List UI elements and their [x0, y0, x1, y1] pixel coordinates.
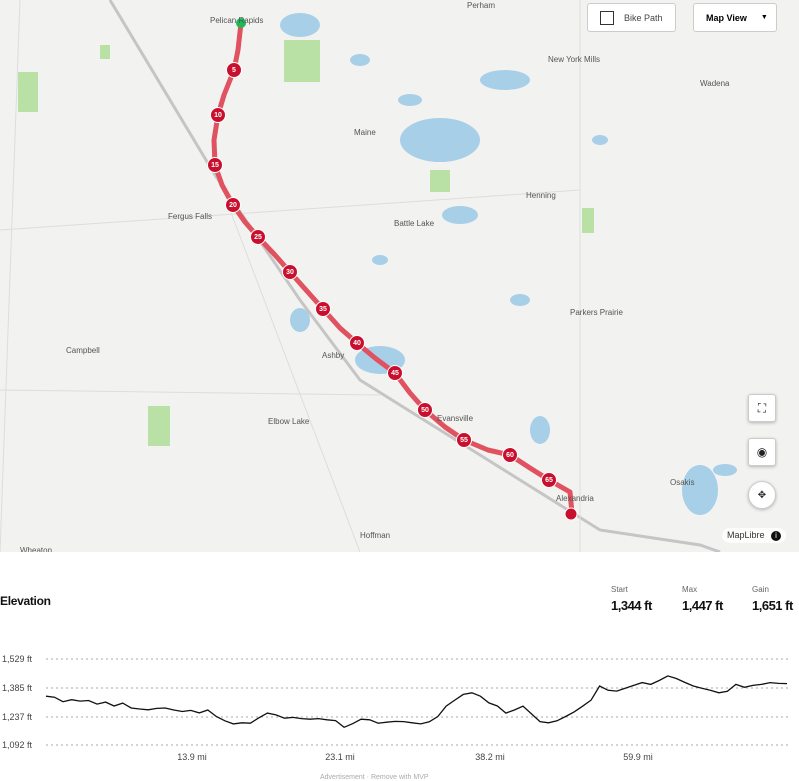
- town-label: Campbell: [66, 346, 100, 355]
- compass-icon: ✥: [757, 489, 767, 501]
- bike-path-toggle[interactable]: Bike Path: [587, 3, 676, 32]
- mile-marker[interactable]: 50: [417, 402, 433, 418]
- bike-path-label: Bike Path: [624, 12, 663, 23]
- town-label: Evansville: [437, 414, 474, 423]
- mile-marker[interactable]: 10: [210, 107, 226, 123]
- caret-down-icon: ▼: [760, 14, 768, 21]
- town-label: Perham: [467, 1, 496, 10]
- mile-marker[interactable]: 30: [282, 264, 298, 280]
- town-label: Elbow Lake: [268, 417, 310, 426]
- highways: [108, 0, 721, 552]
- mile-marker[interactable]: 35: [315, 301, 331, 317]
- town-label: Alexandria: [556, 494, 594, 503]
- lakes: [280, 13, 737, 515]
- map-view-dropdown[interactable]: Map View ▼: [693, 3, 777, 32]
- mile-marker[interactable]: 5: [226, 62, 242, 78]
- parks: [18, 40, 594, 446]
- town-label: Pelican Rapids: [210, 16, 264, 25]
- y-tick-label: 1,529 ft: [2, 654, 33, 664]
- x-tick-label: 59.9 mi: [623, 752, 653, 762]
- checkbox-icon[interactable]: [600, 10, 614, 25]
- mile-marker[interactable]: 65: [541, 472, 557, 488]
- mile-marker[interactable]: 40: [349, 335, 365, 351]
- town-label: Ashby: [322, 351, 345, 360]
- mile-marker[interactable]: 20: [225, 197, 241, 213]
- stat-gain: Gain 1,651 ft: [752, 585, 793, 613]
- map-view-label: Map View: [706, 12, 747, 23]
- stat-value: 1,447 ft: [682, 598, 723, 613]
- locate-icon: ◉: [756, 445, 768, 459]
- mile-marker[interactable]: 25: [250, 229, 266, 245]
- stat-start: Start 1,344 ft: [611, 585, 652, 613]
- attribution[interactable]: MapLibre i: [722, 528, 787, 543]
- route-end-marker[interactable]: [564, 507, 578, 521]
- x-tick-label: 38.2 mi: [475, 752, 505, 762]
- attribution-text: MapLibre: [727, 530, 765, 540]
- route-map[interactable]: Pelican Rapids Perham New York Mills Wadena…: [0, 0, 799, 552]
- stat-value: 1,344 ft: [611, 598, 652, 613]
- town-label: Battle Lake: [394, 219, 435, 228]
- stat-label: Gain: [752, 585, 769, 594]
- advertisement-notice: Advertisement · Remove with MVP: [320, 774, 429, 781]
- elevation-title: Elevation: [0, 594, 51, 608]
- stat-max: Max 1,447 ft: [682, 585, 723, 613]
- town-label: Henning: [526, 191, 556, 200]
- info-icon[interactable]: i: [771, 531, 782, 541]
- route-start-marker[interactable]: [236, 18, 246, 28]
- locate-button[interactable]: ◉: [748, 438, 776, 466]
- town-label: Maine: [354, 128, 376, 137]
- route-line: [211, 22, 575, 514]
- town-label: Hoffman: [360, 531, 391, 540]
- fullscreen-icon: ⛶: [757, 400, 767, 415]
- elevation-line: [45, 675, 788, 729]
- stat-label: Start: [611, 585, 628, 594]
- fullscreen-button[interactable]: ⛶: [748, 394, 776, 422]
- mile-marker[interactable]: 15: [207, 157, 223, 173]
- town-label: Osakis: [670, 478, 695, 487]
- y-tick-label: 1,092 ft: [2, 740, 33, 750]
- mile-marker[interactable]: 45: [387, 365, 403, 381]
- compass-button[interactable]: ✥: [748, 481, 776, 509]
- stat-label: Max: [682, 585, 698, 594]
- mile-marker[interactable]: 60: [502, 447, 518, 463]
- town-label: Parkers Prairie: [570, 308, 623, 317]
- stat-value: 1,651 ft: [752, 598, 793, 613]
- map-canvas: [0, 0, 737, 552]
- town-label: Wheaton: [20, 546, 53, 552]
- town-label: New York Mills: [548, 55, 601, 64]
- town-label: Wadena: [700, 79, 730, 88]
- x-tick-label: 23.1 mi: [325, 752, 355, 762]
- mile-marker[interactable]: 55: [456, 432, 472, 448]
- x-tick-label: 13.9 mi: [177, 752, 207, 762]
- y-tick-label: 1,237 ft: [2, 712, 33, 722]
- y-tick-label: 1,385 ft: [2, 683, 33, 693]
- roads: [0, 0, 581, 552]
- town-label: Fergus Falls: [168, 212, 213, 221]
